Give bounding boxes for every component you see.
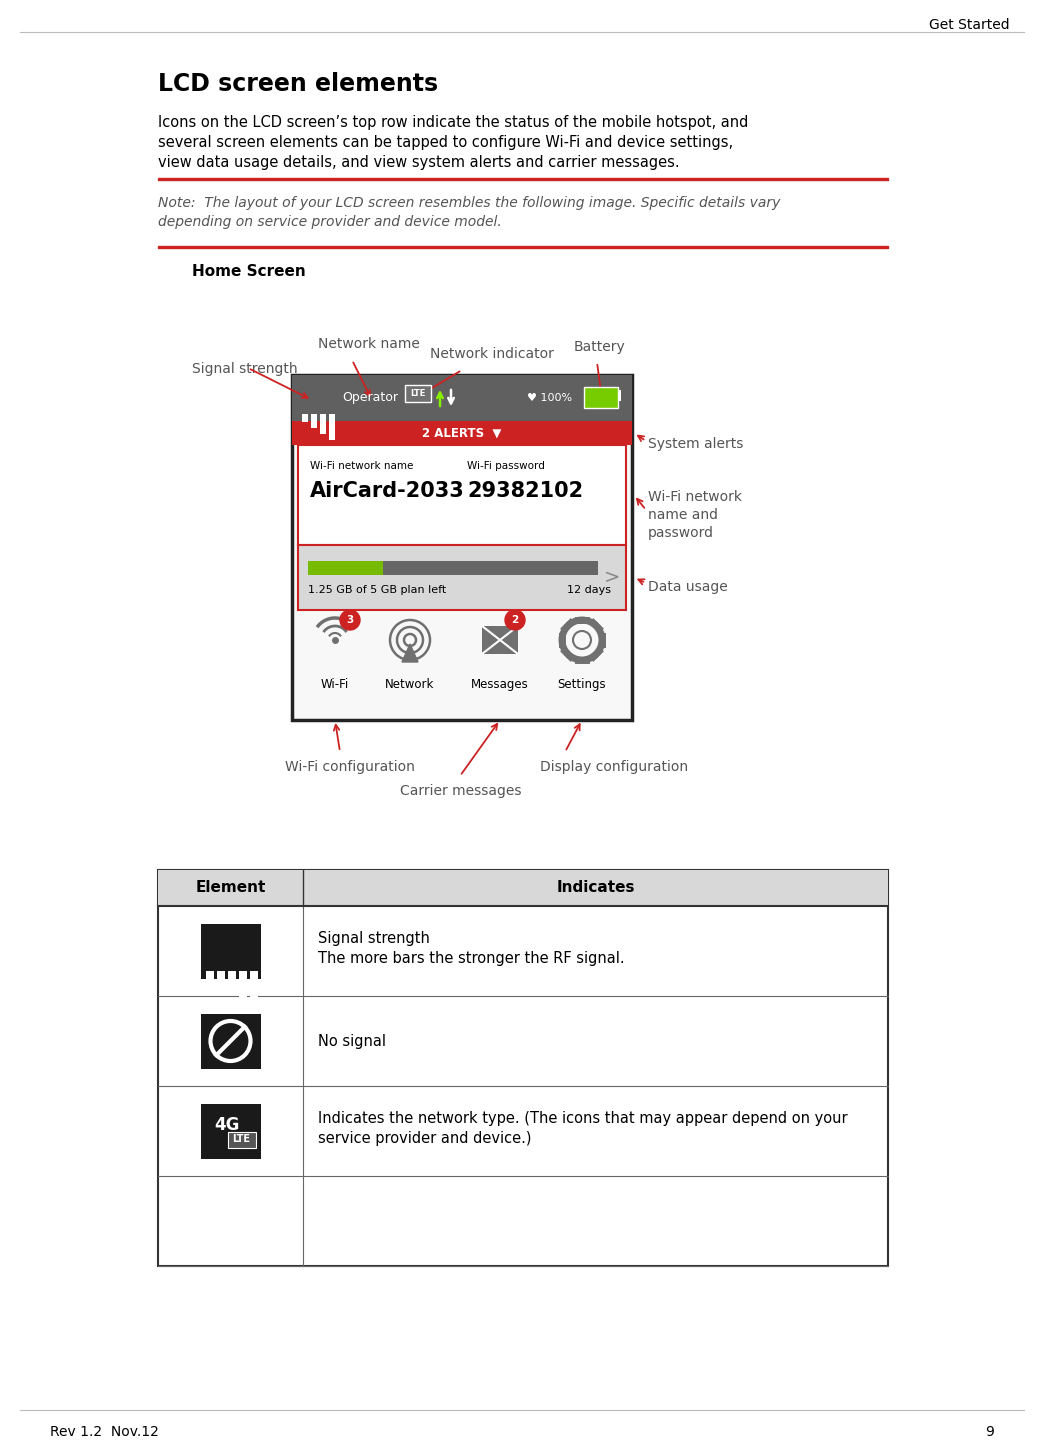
Text: 9: 9	[986, 1425, 994, 1439]
Bar	[292, 375, 632, 720]
Circle shape	[573, 632, 591, 649]
Bar	[158, 177, 888, 180]
Text: LTE: LTE	[410, 389, 426, 398]
Bar	[618, 391, 621, 401]
Text: Indicates the network type. (The icons that may appear depend on your: Indicates the network type. (The icons t…	[318, 1110, 848, 1126]
Polygon shape	[402, 645, 418, 662]
Bar	[250, 970, 258, 1008]
Bar	[238, 970, 246, 1001]
Bar	[228, 970, 236, 992]
Text: Display configuration: Display configuration	[540, 760, 688, 774]
Text: LCD screen elements: LCD screen elements	[158, 72, 438, 97]
Text: 3: 3	[347, 614, 354, 624]
Text: service provider and device.): service provider and device.)	[318, 1131, 531, 1146]
Bar	[298, 545, 626, 610]
Bar	[200, 923, 261, 979]
Text: 2 ALERTS  ▼: 2 ALERTS ▼	[423, 427, 502, 440]
Circle shape	[505, 610, 525, 630]
Text: Messages: Messages	[471, 678, 529, 691]
Bar	[308, 561, 598, 575]
Text: Settings: Settings	[557, 678, 607, 691]
Bar	[405, 385, 431, 402]
Text: Network: Network	[385, 678, 434, 691]
Text: The more bars the stronger the RF signal.: The more bars the stronger the RF signal…	[318, 952, 624, 966]
Text: view data usage details, and view system alerts and carrier messages.: view data usage details, and view system…	[158, 154, 680, 170]
Bar	[206, 970, 214, 981]
Text: LTE: LTE	[233, 1135, 251, 1145]
Text: ♥ 100%: ♥ 100%	[527, 394, 572, 402]
Text: Element: Element	[195, 881, 265, 895]
Bar	[482, 626, 518, 655]
Bar	[158, 247, 888, 248]
Bar	[584, 386, 618, 408]
Bar	[308, 561, 383, 575]
Text: >: >	[603, 568, 620, 587]
Text: password: password	[648, 526, 714, 539]
Text: 2: 2	[512, 614, 519, 624]
Bar	[302, 414, 308, 423]
Bar	[158, 870, 888, 1266]
Bar	[158, 870, 888, 906]
Bar	[329, 414, 335, 440]
Text: AirCard-2033: AirCard-2033	[310, 482, 465, 500]
Circle shape	[340, 610, 360, 630]
Text: 1.25 GB of 5 GB plan left: 1.25 GB of 5 GB plan left	[308, 585, 446, 596]
Text: No signal: No signal	[318, 1034, 386, 1048]
Text: Signal strength: Signal strength	[192, 362, 298, 376]
Text: Data usage: Data usage	[648, 580, 728, 594]
Bar	[321, 414, 326, 434]
Text: Wi-Fi password: Wi-Fi password	[467, 461, 545, 472]
Text: Indicates: Indicates	[556, 881, 635, 895]
Text: Operator: Operator	[342, 391, 398, 405]
Bar	[311, 414, 317, 428]
Text: 12 days: 12 days	[567, 585, 611, 596]
Text: Home Screen: Home Screen	[192, 264, 306, 278]
Text: Wi-Fi network: Wi-Fi network	[648, 490, 742, 505]
Text: name and: name and	[648, 508, 718, 522]
Text: Wi-Fi configuration: Wi-Fi configuration	[285, 760, 414, 774]
Text: Battery: Battery	[574, 340, 625, 353]
Bar	[298, 446, 626, 545]
Text: Wi-Fi network name: Wi-Fi network name	[310, 461, 413, 472]
Text: several screen elements can be tapped to configure Wi-Fi and device settings,: several screen elements can be tapped to…	[158, 136, 733, 150]
Text: 4G: 4G	[214, 1116, 239, 1135]
Text: depending on service provider and device model.: depending on service provider and device…	[158, 215, 502, 229]
Text: System alerts: System alerts	[648, 437, 743, 451]
Text: Note:  The layout of your LCD screen resembles the following image. Specific det: Note: The layout of your LCD screen rese…	[158, 196, 780, 211]
Text: Get Started: Get Started	[929, 17, 1010, 32]
Bar	[216, 970, 224, 986]
Bar	[200, 1103, 261, 1158]
Text: Rev 1.2  Nov.12: Rev 1.2 Nov.12	[50, 1425, 159, 1439]
Bar	[292, 421, 632, 446]
Bar	[228, 1132, 256, 1148]
Text: Network name: Network name	[318, 337, 420, 350]
Text: Wi-Fi: Wi-Fi	[321, 678, 349, 691]
Text: Carrier messages: Carrier messages	[400, 784, 522, 797]
Bar	[292, 375, 632, 421]
Text: Network indicator: Network indicator	[430, 348, 554, 360]
Text: Signal strength: Signal strength	[318, 932, 430, 946]
Text: Icons on the LCD screen’s top row indicate the status of the mobile hotspot, and: Icons on the LCD screen’s top row indica…	[158, 115, 749, 130]
Bar	[200, 1014, 261, 1069]
Text: 29382102: 29382102	[467, 482, 584, 500]
